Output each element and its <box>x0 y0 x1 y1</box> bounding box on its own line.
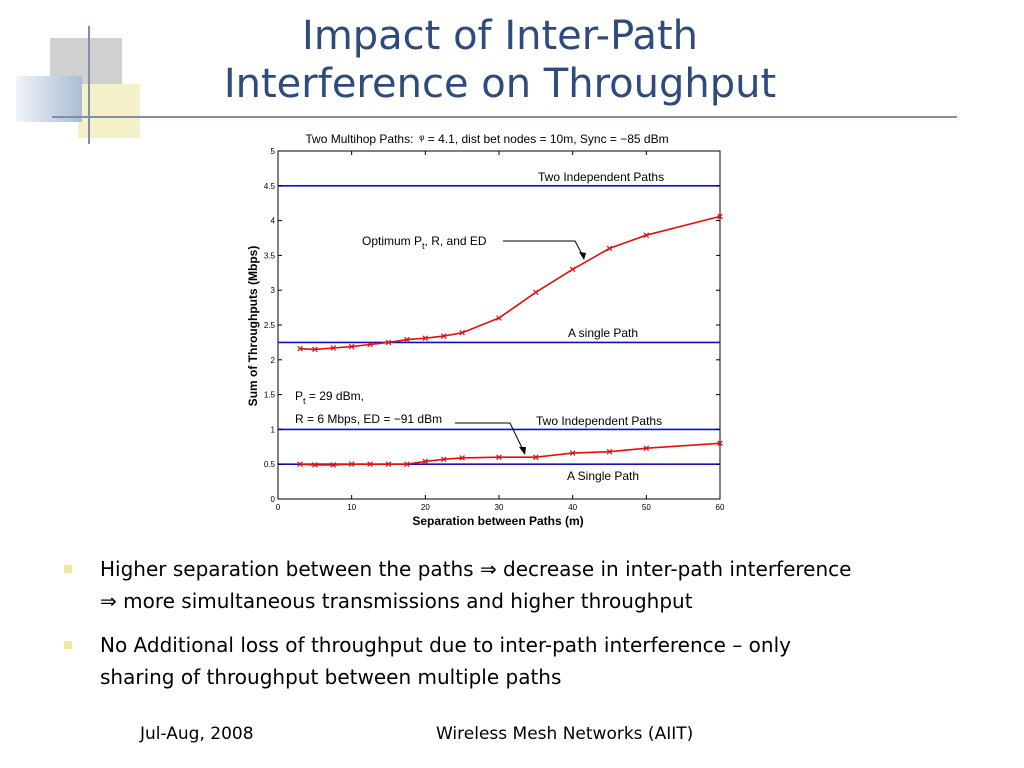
x-tick-label: 40 <box>568 503 577 512</box>
annotation-params-2: R = 6 Mbps, ED = −91 dBm <box>295 412 442 426</box>
y-tick-label: 1.5 <box>264 391 276 400</box>
title-line-1: Impact of Inter-Path <box>302 13 698 59</box>
x-tick-label: 10 <box>347 503 356 512</box>
y-tick-label: 4 <box>271 217 276 226</box>
arrow-params-line <box>455 422 525 453</box>
x-tick-label: 20 <box>421 503 430 512</box>
bullet-line: ⇒ more simultaneous transmissions and hi… <box>100 589 693 613</box>
series-1-point <box>459 455 465 461</box>
series-0-point <box>385 339 392 346</box>
bullet-line: Higher separation between the paths ⇒ de… <box>100 557 852 581</box>
hline-label-two-independent-bottom: Two Independent Paths <box>536 414 662 428</box>
bullet-line: No Additional loss of throughput due to … <box>100 633 791 657</box>
y-tick-label: 0 <box>271 495 276 504</box>
series-1-point <box>404 461 410 468</box>
footer-title: Wireless Mesh Networks (AIIT) <box>436 724 694 744</box>
throughput-chart: Two Multihop Paths: ᵠ = 4.1, dist bet no… <box>235 128 735 533</box>
decor-vline <box>88 26 90 144</box>
series-0-point <box>312 346 318 353</box>
y-tick-label: 5 <box>271 147 276 156</box>
series-0-point <box>422 335 429 342</box>
bullet-list: Higher separation between the paths ⇒ de… <box>60 553 980 705</box>
title-line-2: Interference on Throughput <box>223 61 777 107</box>
series-0-point <box>404 336 410 343</box>
annotation-optimum: Optimum Pt, R, and ED <box>362 234 487 251</box>
slide-title: Impact of Inter-Path Interference on Thr… <box>150 12 850 108</box>
y-tick-label: 3.5 <box>264 251 276 260</box>
series-0-point <box>330 345 337 351</box>
series-1-point <box>422 458 429 465</box>
y-tick-label: 1 <box>271 425 276 434</box>
hline-label-two-independent-top: Two Independent Paths <box>538 170 664 184</box>
bullet-marker <box>64 641 72 649</box>
series-0-point <box>496 315 502 321</box>
series-1-point <box>367 461 373 468</box>
series-1-point <box>440 456 447 463</box>
series-1-point <box>496 454 502 461</box>
hline-label-single-path-bottom: A Single Path <box>567 469 639 483</box>
series-0-point <box>569 266 576 273</box>
y-tick-label: 4.5 <box>264 182 276 191</box>
bullet-item: Higher separation between the paths ⇒ de… <box>60 553 980 617</box>
y-tick-label: 0.5 <box>264 460 276 469</box>
series-0-point <box>533 289 539 296</box>
arrow-optimum-head <box>579 252 586 260</box>
y-tick-label: 2.5 <box>264 321 276 330</box>
bullet-line: sharing of throughput between multiple p… <box>100 665 562 689</box>
series-0-point <box>643 232 650 239</box>
series-1-point <box>330 462 337 468</box>
series-1-point <box>606 448 613 455</box>
annotation-params-1: Pt = 29 dBm, <box>295 389 364 406</box>
x-axis-label: Separation between Paths (m) <box>412 514 583 528</box>
series-1-point <box>533 454 539 461</box>
title-rule <box>52 116 957 118</box>
series-0-line <box>300 215 721 351</box>
bullet-item: No Additional loss of throughput due to … <box>60 629 980 693</box>
series-0-point <box>348 343 355 350</box>
x-tick-label: 0 <box>276 503 281 512</box>
bullet-marker <box>64 565 72 573</box>
series-1-point <box>385 461 392 468</box>
hline-label-single-path-top: A single Path <box>568 326 638 340</box>
series-0-point <box>297 345 303 352</box>
y-tick-label: 2 <box>271 356 276 365</box>
series-1-point <box>643 445 650 452</box>
chart-title: Two Multihop Paths: ᵠ = 4.1, dist bet no… <box>305 132 668 146</box>
x-tick-label: 60 <box>716 503 725 512</box>
x-tick-label: 30 <box>495 503 504 512</box>
arrow-params-head <box>519 447 526 455</box>
footer-date: Jul-Aug, 2008 <box>140 724 254 744</box>
y-axis-label: Sum of Throughputs (Mbps) <box>246 246 260 407</box>
series-1-point <box>569 450 576 456</box>
series-0-point <box>440 333 447 339</box>
series-1-point <box>312 462 318 468</box>
series-1-point <box>297 461 303 468</box>
series-1-line <box>300 442 721 466</box>
series-1-point <box>348 461 355 468</box>
series-0-point <box>717 213 723 220</box>
decor-square-blue <box>16 76 82 122</box>
x-tick-label: 50 <box>642 503 651 512</box>
series-1-point <box>717 440 723 447</box>
series-0-point <box>367 341 373 348</box>
series-0-point <box>459 329 465 336</box>
y-tick-label: 3 <box>271 286 276 295</box>
series-0-point <box>606 245 613 252</box>
